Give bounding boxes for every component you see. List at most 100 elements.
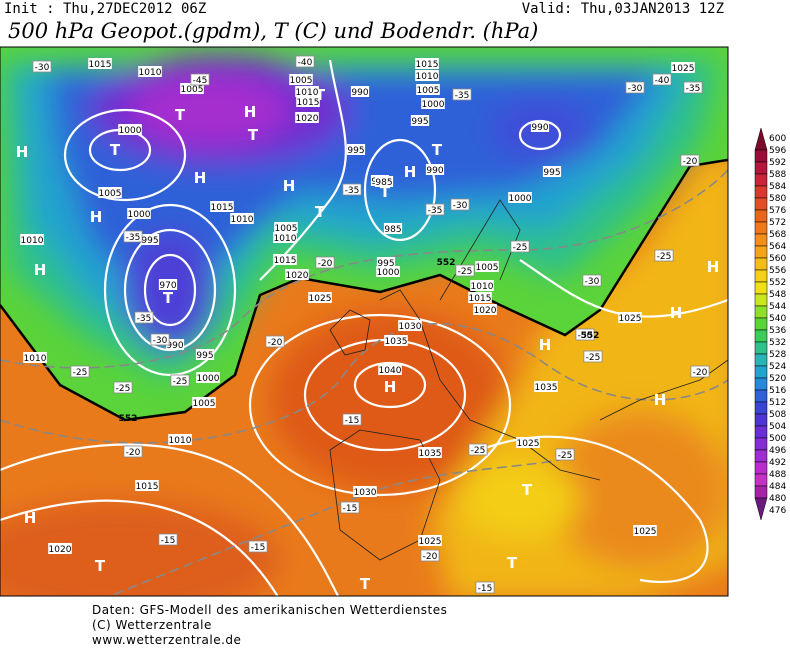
isobar-label-box [210, 201, 234, 212]
isobar-label: 1020 [474, 306, 497, 316]
temperature-label-box [420, 549, 440, 562]
isobar-label-box [418, 447, 442, 458]
colorbar-bin [754, 281, 768, 295]
temperature-label: -25 [513, 243, 528, 253]
temperature-label: -25 [173, 377, 188, 387]
temperature-label: -35 [126, 233, 141, 243]
pressure-center: H [283, 177, 296, 195]
temperature-label-box [583, 350, 603, 363]
temperature-label-box [248, 540, 268, 553]
isobar-label: 1015 [297, 98, 320, 108]
temperature-label-box [582, 274, 602, 287]
isobar-label-box [376, 257, 396, 268]
isobar-label: 1000 [197, 374, 220, 384]
temperature-label: -35 [428, 206, 443, 216]
temperature-label-box [70, 365, 90, 378]
temperature-label-box [315, 256, 335, 269]
isobar-label: 995 [377, 259, 394, 269]
isobar-label-box [273, 254, 297, 265]
isobar-label: 995 [347, 146, 364, 156]
isobar-label: 1010 [471, 282, 494, 292]
isobar-label-box [415, 70, 439, 81]
colorbar-bin [754, 161, 768, 175]
temperature-label: -25 [471, 446, 486, 456]
isobar-label-box [530, 121, 550, 132]
isobar-label: 995 [196, 351, 213, 361]
isobar-label-box [140, 234, 160, 245]
temperature-label-box [295, 55, 315, 68]
isobar-label: 985 [375, 178, 392, 188]
pressure-center: H [194, 169, 207, 187]
colorbar-bin [754, 305, 768, 319]
isobar-label: 1025 [672, 64, 695, 74]
temperature-label: -40 [655, 76, 670, 86]
isobar-label: 1015 [469, 294, 492, 304]
isobar-label-box [296, 96, 320, 107]
isobar-label: 1005 [181, 85, 204, 95]
temperature-label: -15 [251, 543, 266, 553]
temperature-label: -25 [73, 368, 88, 378]
isobar-label-box [285, 269, 309, 280]
colorbar-label: 540 [769, 314, 786, 324]
colorbar-bin [754, 413, 768, 427]
isobar-label-box [192, 397, 216, 408]
isobar-label-box [180, 83, 204, 94]
isobar-label: 1005 [290, 76, 313, 86]
contour-label: 552 [119, 414, 138, 424]
temperature-label: -20 [126, 448, 141, 458]
isobar-label-box [195, 349, 215, 360]
isobar-label: 1025 [419, 537, 442, 547]
valid-time: Valid: Thu,03JAN2013 12Z [522, 1, 724, 17]
temperature-label-box [555, 448, 575, 461]
pressure-center: H [90, 208, 103, 226]
isobar-label: 970 [159, 281, 176, 291]
temperature-label-box [134, 311, 154, 324]
colorbar-label: 576 [769, 206, 786, 216]
temperature-label: -15 [161, 536, 176, 546]
pressure-center: H [34, 261, 47, 279]
isobar-label: 1005 [417, 86, 440, 96]
colorbar-label: 496 [769, 446, 786, 456]
footer-line: www.wetterzentrale.de [92, 633, 241, 647]
temperature-label: -20 [268, 338, 283, 348]
colorbar-bin [754, 257, 768, 271]
isobar-label-box [470, 280, 494, 291]
colorbar-bin [754, 329, 768, 343]
isobar-label: 985 [384, 225, 401, 235]
map-field [0, 47, 728, 596]
isobar-label-box [378, 364, 402, 375]
temperature-label-box [510, 240, 530, 253]
isobar-label-box [295, 112, 319, 123]
colorbar-bin [754, 353, 768, 367]
isobar-label-box [127, 208, 151, 219]
temperature-label-box [452, 88, 472, 101]
temperature-label: -35 [455, 91, 470, 101]
temperature-label-box [455, 264, 475, 277]
isobar-label-box [168, 434, 192, 445]
isobar-label-box [346, 144, 366, 155]
pressure-center: T [360, 575, 371, 593]
temperature-label-box [450, 198, 470, 211]
colorbar-bin [754, 461, 768, 475]
pressure-center: H [244, 103, 257, 121]
isobar-label: 1025 [634, 527, 657, 537]
colorbar-label: 548 [769, 290, 786, 300]
temperature-label: -25 [116, 384, 131, 394]
map-title: 500 hPa Geopot.(gpdm), T (C) und Bodendr… [8, 19, 538, 43]
temperature-label-box [170, 374, 190, 387]
pressure-center: T [110, 141, 121, 159]
colorbar-bin [754, 269, 768, 283]
pressure-center: H [16, 143, 29, 161]
colorbar-label: 484 [769, 482, 786, 492]
init-time: Init : Thu,27DEC2012 06Z [4, 1, 206, 17]
colorbar-bin [754, 209, 768, 223]
temperature-label: -20 [423, 552, 438, 562]
pressure-center: T [432, 141, 443, 159]
temperature-label: -30 [578, 331, 593, 341]
pressure-center: T [522, 481, 533, 499]
temperature-label: -15 [345, 416, 360, 426]
pressure-center: T [507, 554, 518, 572]
colorbar-label: 588 [769, 170, 786, 180]
colorbar-label: 488 [769, 470, 786, 480]
